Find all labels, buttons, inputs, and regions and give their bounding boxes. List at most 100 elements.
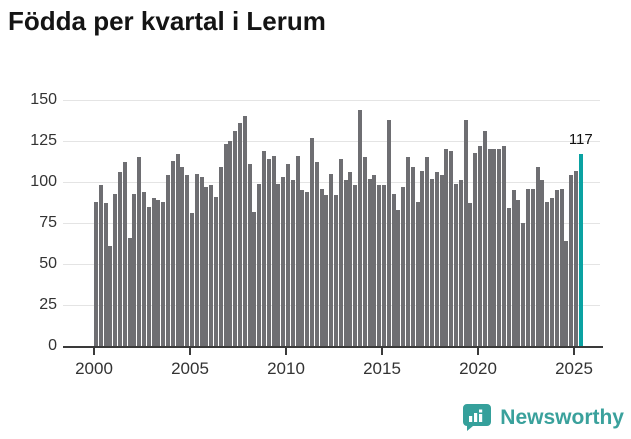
bar (300, 190, 305, 346)
bar (228, 141, 233, 346)
x-axis-line (63, 346, 603, 348)
bar (550, 198, 554, 346)
y-axis-tick-label: 75 (39, 214, 57, 231)
bar (574, 170, 578, 346)
bar (94, 201, 98, 346)
bar (290, 180, 295, 346)
bar (329, 173, 334, 346)
bar (410, 167, 415, 346)
bar (434, 172, 439, 346)
bar (262, 150, 266, 346)
bar (156, 200, 161, 346)
bar (511, 190, 516, 346)
bar (108, 246, 113, 346)
bar (276, 183, 281, 346)
bar (569, 175, 574, 346)
bar (194, 173, 199, 346)
bar (343, 180, 348, 346)
bar (516, 200, 521, 346)
bar (425, 157, 430, 346)
bar (319, 188, 324, 346)
x-axis-tick (381, 348, 383, 355)
bar (487, 149, 492, 346)
bar (482, 131, 487, 346)
bar (98, 185, 103, 346)
bar (439, 175, 444, 346)
newsworthy-logo-text: Newsworthy (500, 405, 624, 429)
bar (324, 195, 329, 346)
bar (348, 172, 353, 346)
bar (252, 211, 257, 346)
y-axis-tick-label: 125 (30, 132, 57, 149)
bar (430, 178, 434, 346)
bar (449, 150, 454, 346)
bar (161, 201, 166, 346)
bar (468, 203, 473, 346)
bar (257, 183, 262, 346)
bar (281, 177, 286, 346)
x-axis-tick-label: 2015 (363, 359, 401, 378)
newsworthy-logo-icon (463, 404, 492, 431)
bar (185, 175, 190, 346)
bar (305, 191, 310, 346)
bar (204, 186, 209, 346)
y-axis-tick-label: 0 (48, 337, 57, 354)
bar (295, 155, 300, 346)
bar (199, 177, 204, 346)
x-axis-tick (477, 348, 479, 355)
bar (271, 155, 276, 346)
bar (358, 109, 362, 346)
bar (367, 178, 372, 346)
bar (401, 186, 406, 346)
bar (209, 185, 214, 346)
bar (502, 145, 506, 346)
bar (406, 157, 410, 346)
bar (266, 159, 271, 346)
bar (190, 213, 194, 346)
bar (127, 237, 132, 346)
bar (314, 162, 319, 346)
bar (444, 149, 449, 346)
bar (175, 154, 180, 346)
bar (564, 241, 569, 346)
x-axis-tick-label: 2025 (555, 359, 593, 378)
bar (454, 183, 458, 346)
bar (142, 191, 146, 346)
bar (420, 170, 425, 346)
bar (166, 175, 170, 346)
y-axis-tick-label: 25 (39, 296, 57, 313)
bar (415, 201, 420, 346)
bar (396, 209, 401, 346)
bar (372, 175, 377, 346)
bar (132, 193, 137, 346)
bar (353, 185, 358, 346)
bar (458, 180, 463, 346)
bar (377, 185, 382, 346)
bar (218, 167, 223, 346)
bar (362, 157, 367, 346)
gridline-y150 (63, 100, 600, 101)
bar (521, 223, 526, 346)
bar (137, 157, 142, 346)
bar (463, 119, 468, 346)
x-axis-tick-label: 2020 (459, 359, 497, 378)
y-axis-tick-label: 100 (30, 173, 57, 190)
bar (247, 164, 252, 346)
bar (146, 206, 151, 346)
bar (382, 185, 386, 346)
bar (310, 137, 314, 346)
last-bar-value-label: 117 (568, 131, 593, 149)
gridline-y125 (63, 141, 600, 142)
bar (286, 164, 290, 346)
bar (492, 149, 497, 346)
bar (535, 167, 540, 346)
bar (113, 193, 118, 346)
bar (391, 193, 396, 346)
bar (233, 131, 238, 346)
x-axis-tick (189, 348, 191, 355)
bar (118, 172, 122, 346)
chart-title: Födda per kvartal i Lerum (8, 6, 326, 36)
y-axis-tick-label: 150 (30, 91, 57, 108)
